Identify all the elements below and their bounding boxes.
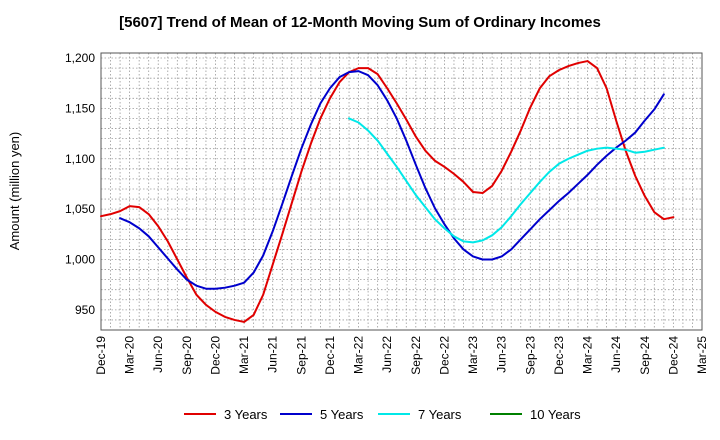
x-tick-label: Mar-25 [695, 336, 709, 374]
x-axis-ticks: Dec-19 Mar-20 Jun-20 Sep-20 Dec-20 Mar-21 Jun-… [94, 336, 709, 375]
x-tick-label: Mar-23 [466, 336, 480, 374]
x-tick-label: Dec-19 [94, 336, 108, 375]
x-tick-label: Jun-20 [151, 336, 165, 373]
y-axis-title: Amount (million yen) [7, 132, 22, 251]
series-line-7-years [348, 117, 665, 244]
series-lines [100, 60, 675, 323]
x-tick-label: Dec-23 [552, 336, 566, 375]
x-tick-label: Dec-20 [208, 336, 222, 375]
y-tick-label: 1,050 [65, 202, 95, 216]
legend: 3 Years 5 Years 7 Years 10 Years [184, 407, 581, 422]
legend-label: 10 Years [530, 407, 581, 422]
x-tick-label: Jun-22 [380, 336, 394, 373]
legend-label: 5 Years [320, 407, 364, 422]
x-tick-label: Mar-20 [123, 336, 137, 374]
x-tick-label: Jun-24 [609, 336, 623, 373]
grid [100, 52, 703, 331]
y-tick-label: 950 [75, 303, 95, 317]
x-tick-label: Sep-21 [294, 336, 308, 375]
x-tick-label: Jun-23 [495, 336, 509, 373]
y-axis-ticks: 950 1,000 1,050 1,100 1,150 1,200 [65, 51, 95, 317]
x-tick-label: Sep-20 [180, 336, 194, 375]
x-tick-label: Mar-22 [352, 336, 366, 374]
y-tick-label: 1,100 [65, 152, 95, 166]
x-tick-label: Sep-23 [523, 336, 537, 375]
legend-label: 3 Years [224, 407, 268, 422]
plot-border [100, 52, 703, 331]
series-line-3-years [100, 60, 675, 323]
y-tick-label: 1,150 [65, 101, 95, 115]
y-tick-label: 1,200 [65, 51, 95, 65]
x-tick-label: Mar-24 [581, 336, 595, 374]
plot-area [101, 53, 702, 330]
y-tick-label: 1,000 [65, 252, 95, 266]
x-tick-label: Sep-24 [638, 336, 652, 375]
x-tick-label: Dec-24 [666, 336, 680, 375]
x-tick-label: Dec-22 [437, 336, 451, 375]
series-line-5-years [119, 70, 665, 290]
plot-background [101, 53, 702, 330]
legend-label: 7 Years [418, 407, 462, 422]
x-tick-label: Jun-21 [266, 336, 280, 373]
x-tick-label: Dec-21 [323, 336, 337, 375]
chart-title: [5607] Trend of Mean of 12-Month Moving … [119, 14, 601, 31]
x-tick-label: Sep-22 [409, 336, 423, 375]
x-tick-label: Mar-21 [237, 336, 251, 374]
